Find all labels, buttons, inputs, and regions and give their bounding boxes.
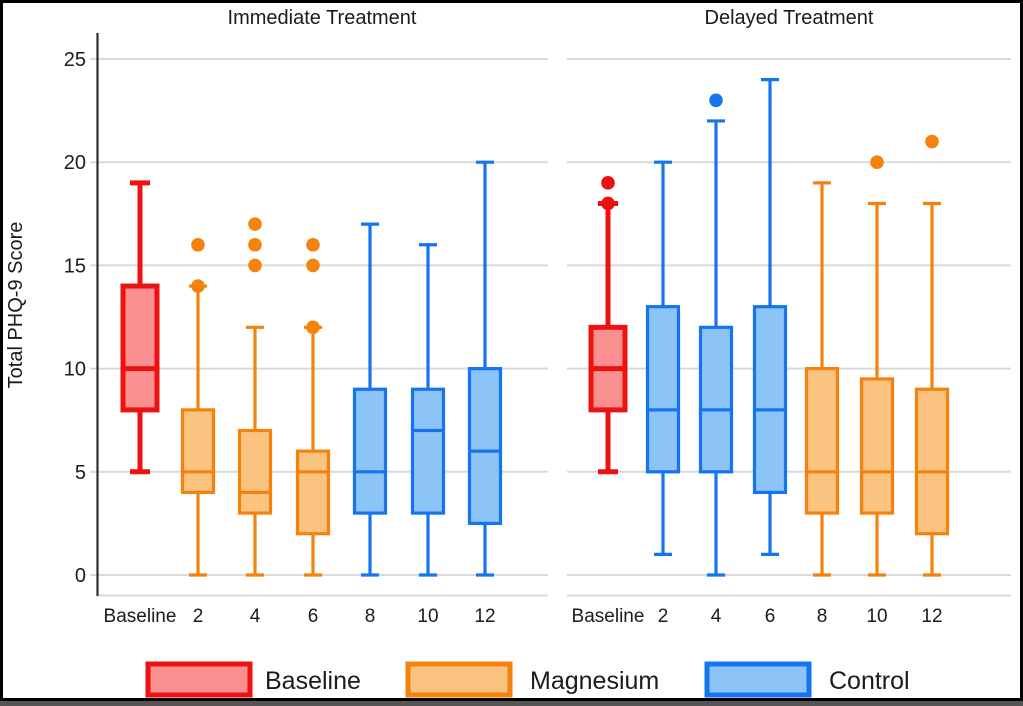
box-iqr <box>914 387 950 536</box>
outlier-dot <box>306 237 320 252</box>
panel-title-delayed: Delayed Treatment <box>705 7 874 29</box>
box-iqr <box>752 305 788 495</box>
boxplot-immediate-6 <box>295 237 331 577</box>
legend: Baseline Magnesium Control <box>145 661 910 698</box>
x-tick-label: 8 <box>365 606 376 627</box>
y-tick-label: 5 <box>75 462 86 484</box>
outlier-dot <box>601 196 615 211</box>
x-tick-label: 10 <box>417 606 438 627</box>
x-tick-label: 2 <box>658 606 669 627</box>
x-tick-label: 12 <box>921 606 942 627</box>
panel-title-immediate: Immediate Treatment <box>228 7 417 29</box>
x-tick-label: 2 <box>193 606 204 627</box>
x-tick-label: 6 <box>308 606 319 627</box>
tick-labels-layer: Baseline 2 4 6 8 10 12 Baseline 2 4 6 8 10 12 0 5 10 15 20… <box>64 49 943 627</box>
x-tick-label: 4 <box>711 606 722 627</box>
legend-swatch-control <box>704 661 812 698</box>
boxplot-immediate-12 <box>467 160 503 577</box>
boxplot-immediate-10 <box>410 243 446 577</box>
boxplot-delayed-10 <box>859 155 895 577</box>
y-axis-title: Total PHQ-9 Score <box>5 222 27 389</box>
gridlines-layer <box>90 58 1011 597</box>
box-iqr <box>804 367 840 515</box>
outlier-dot <box>191 279 205 293</box>
boxplot-immediate-2 <box>180 237 216 577</box>
box-iqr <box>410 387 446 515</box>
box-iqr <box>120 283 160 413</box>
box-iqr <box>467 367 503 526</box>
boxplot-delayed-6 <box>752 78 788 556</box>
outlier-dot <box>248 237 262 252</box>
y-tick-label: 15 <box>64 255 86 277</box>
legend-swatch-magnesium <box>405 661 513 698</box>
box-iqr <box>645 305 681 474</box>
legend-label-baseline: Baseline <box>265 667 361 695</box>
outlier-dot <box>248 258 262 273</box>
box-iqr <box>295 449 331 536</box>
boxplots-layer <box>120 78 950 577</box>
boxplot-delayed-2 <box>645 160 681 556</box>
x-tick-label: 6 <box>765 606 776 627</box>
outlier-dot <box>925 134 939 149</box>
outlier-dot <box>709 93 723 108</box>
legend-swatch-baseline <box>145 661 253 698</box>
x-tick-label: Baseline <box>572 606 645 627</box>
box-iqr <box>352 387 388 515</box>
y-tick-label: 20 <box>64 152 86 174</box>
outlier-dot <box>601 176 615 190</box>
y-tick-label: 25 <box>64 49 86 71</box>
box-iqr <box>180 408 216 495</box>
outlier-dot <box>306 258 320 273</box>
x-tick-label: 4 <box>250 606 261 627</box>
x-tick-label: 10 <box>866 606 887 627</box>
box-iqr <box>859 377 895 515</box>
outlier-dot <box>248 217 262 231</box>
box-iqr <box>698 325 734 474</box>
legend-label-magnesium: Magnesium <box>530 667 659 695</box>
boxplot-immediate-8 <box>352 222 388 577</box>
x-tick-label: 8 <box>817 606 828 627</box>
y-tick-label: 10 <box>64 359 86 381</box>
x-tick-label: 12 <box>474 606 495 627</box>
boxplot-delayed-4 <box>698 93 734 577</box>
y-tick-label: 0 <box>75 565 86 587</box>
outlier-dot <box>306 320 320 335</box>
boxplot-immediate-4 <box>237 217 273 577</box>
box-iqr <box>237 428 273 515</box>
boxplot-delayed-8 <box>804 181 840 577</box>
boxplot-immediate-baseline <box>120 180 160 475</box>
x-tick-label: Baseline <box>104 606 177 627</box>
outlier-dot <box>870 155 884 169</box>
outlier-dot <box>191 237 205 252</box>
legend-label-control: Control <box>829 667 910 695</box>
boxplot-delayed-baseline <box>588 176 628 475</box>
boxplot-delayed-12 <box>914 134 950 577</box>
